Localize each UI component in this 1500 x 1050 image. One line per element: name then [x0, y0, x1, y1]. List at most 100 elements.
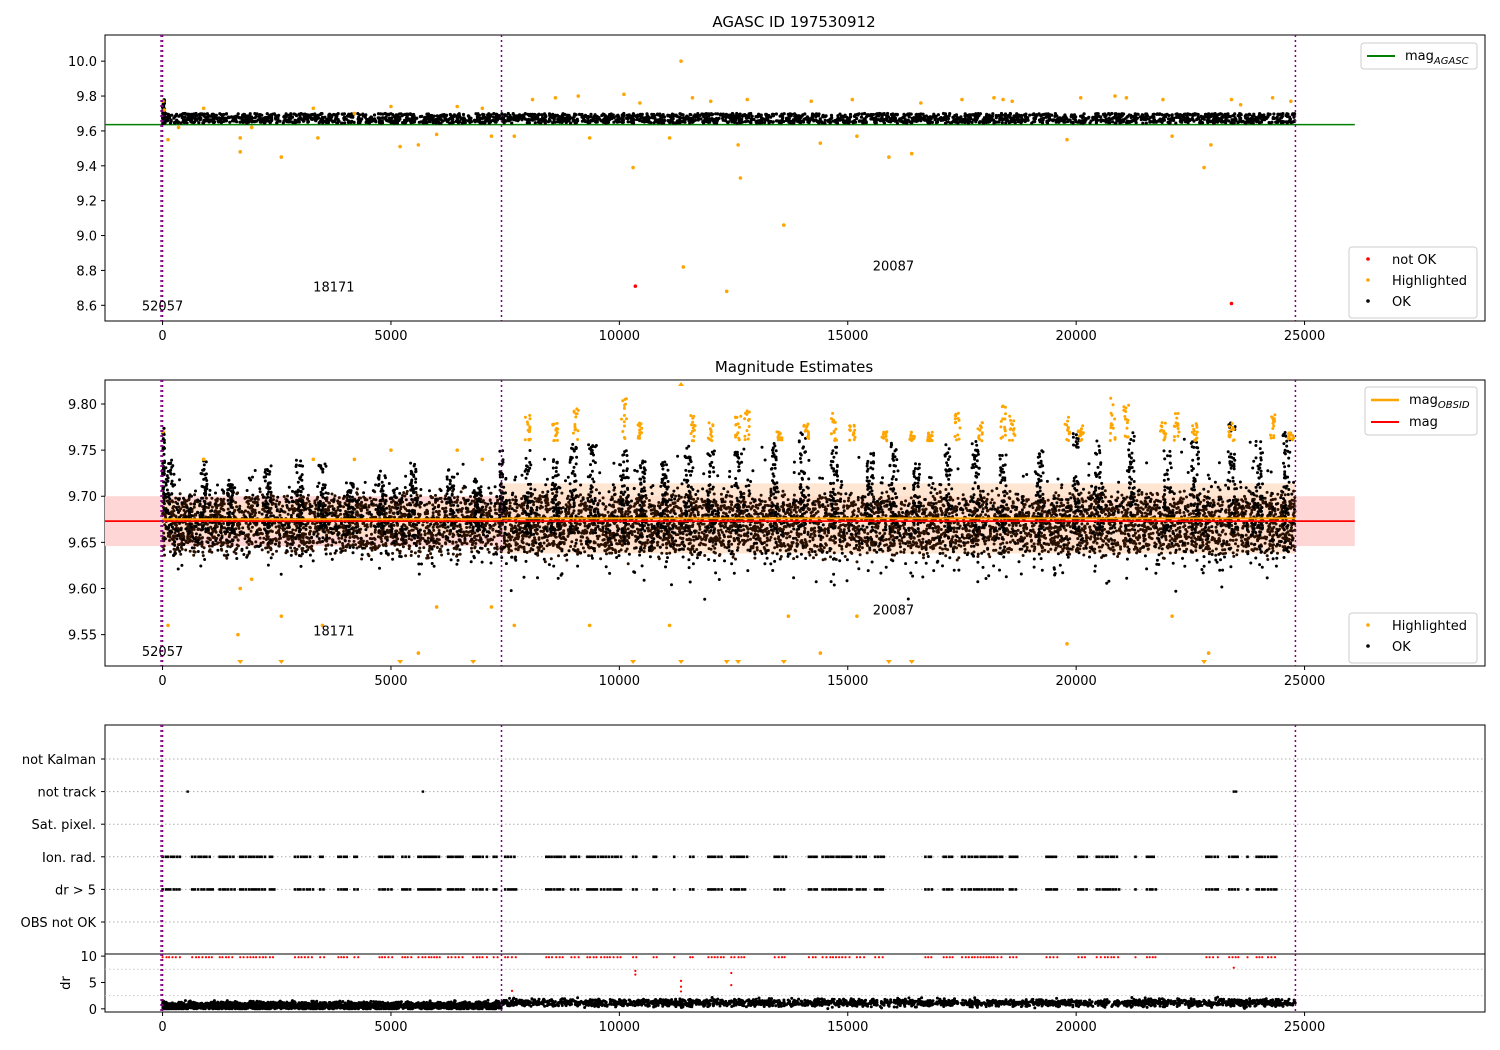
panel3-flags-plot: not Kalman not track Sat. pixel. Ion. rad. d… — [21, 724, 1486, 955]
highlighted-point — [166, 623, 170, 628]
highlighted-point — [622, 92, 626, 97]
highlighted-point — [398, 144, 402, 149]
y-tick-label: 0 — [89, 1003, 97, 1018]
x-tick-label: 25000 — [1284, 1020, 1325, 1035]
out-of-range-marker — [237, 660, 244, 664]
obsid-label: 52057 — [142, 645, 183, 660]
flag-category-label: Ion. rad. — [42, 851, 96, 866]
highlighted-point — [631, 165, 635, 170]
panel1-magnitude-plot: 8.6 8.8 9.0 9.2 9.4 9.6 9.8 10.0 0 5000 10000 15000… — [68, 34, 1486, 344]
highlighted-point — [489, 134, 494, 138]
highlighted-point — [311, 457, 316, 462]
dr-outlier-point — [679, 985, 683, 988]
highlighted-point — [279, 614, 284, 618]
out-of-range-marker — [630, 660, 637, 664]
y-tick-label: 9.6 — [76, 125, 97, 140]
y-tick-label: 9.75 — [68, 444, 97, 459]
highlighted-point — [1010, 99, 1015, 104]
dr-outlier-point — [679, 990, 683, 993]
flag-point — [421, 790, 425, 793]
y-tick-label: 9.55 — [68, 629, 97, 644]
x-tick-label: 5000 — [374, 329, 407, 344]
highlighted-point — [311, 106, 316, 111]
flag-category-label: OBS not OK — [21, 916, 97, 931]
highlighted-point — [1238, 102, 1243, 107]
highlighted-point — [389, 448, 393, 452]
y-tick-label: 9.8 — [76, 90, 97, 105]
highlighted-point — [530, 97, 535, 102]
flag-point — [1234, 790, 1238, 793]
highlighted-point — [389, 104, 393, 109]
highlighted-point — [638, 101, 642, 105]
dr-outlier-point — [634, 969, 637, 972]
out-of-range-marker — [278, 660, 285, 664]
panel2-legend-points: Highlighted OK — [1348, 612, 1478, 664]
y-tick-label: 9.4 — [76, 160, 97, 175]
highlighted-point — [855, 134, 859, 138]
highlighted-point — [1124, 95, 1129, 100]
y-tick-label: 9.80 — [68, 398, 97, 413]
dr-outlier-point — [510, 989, 514, 993]
legend-frame — [1348, 612, 1478, 664]
highlighted-point — [736, 143, 740, 147]
highlighted-point — [724, 289, 729, 294]
x-tick-label: 0 — [158, 329, 166, 344]
highlighted-point — [512, 623, 517, 628]
flag-category-label: not track — [37, 786, 96, 801]
out-of-range-marker — [908, 660, 915, 664]
y-tick-label: 9.65 — [68, 536, 97, 551]
highlighted-point — [238, 586, 243, 591]
x-tick-label: 15000 — [827, 1020, 868, 1035]
x-tick-label: 5000 — [374, 1020, 407, 1035]
y-tick-label: 10.0 — [68, 55, 97, 70]
highlighted-point — [1065, 137, 1069, 142]
dr-outlier-point — [634, 973, 637, 976]
highlighted-point — [316, 136, 320, 140]
legend-label: Highlighted — [1392, 619, 1467, 634]
highlighted-point — [708, 99, 713, 104]
highlighted-point — [236, 632, 240, 637]
highlighted-point — [1170, 134, 1174, 138]
highlighted-point — [480, 457, 485, 462]
highlighted-point — [690, 95, 695, 100]
highlighted-point — [1001, 97, 1005, 102]
x-tick-label: 25000 — [1284, 674, 1325, 689]
out-of-range-marker — [735, 660, 742, 664]
x-tick-label: 20000 — [1055, 1020, 1096, 1035]
highlighted-point — [249, 577, 254, 582]
highlighted-point — [667, 623, 672, 628]
highlighted-point — [679, 59, 683, 63]
obsid-label: 18171 — [313, 625, 354, 640]
highlighted-point — [1229, 97, 1234, 102]
y-tick-label: 8.8 — [76, 264, 97, 279]
obsid-label: 20087 — [873, 603, 914, 618]
panel4-ylabel: dr — [59, 976, 74, 990]
x-tick-label: 20000 — [1055, 329, 1096, 344]
dr-outlier-point — [1232, 966, 1235, 969]
panel1-legend-points: not OK Highlighted OK — [1348, 246, 1478, 319]
highlighted-point — [1206, 651, 1211, 655]
x-tick-label: 5000 — [374, 674, 407, 689]
highlighted-point — [238, 150, 243, 154]
panel1-legend-reference: magAGASC — [1360, 42, 1478, 70]
highlighted-point — [745, 97, 750, 102]
highlighted-point — [1161, 97, 1165, 102]
highlighted-point — [455, 448, 459, 452]
legend-marker — [1366, 257, 1370, 261]
highlighted-point — [162, 108, 167, 112]
flag-category-label: Sat. pixel. — [32, 818, 96, 833]
dr-outlier-point — [730, 971, 733, 975]
out-of-range-marker — [678, 382, 685, 386]
axes-frame — [104, 34, 1486, 322]
highlighted-point — [587, 623, 592, 628]
y-tick-label: 5 — [89, 976, 97, 991]
x-tick-label: 15000 — [827, 329, 868, 344]
highlighted-point — [320, 623, 325, 628]
panel1-title: AGASC ID 197530912 — [712, 13, 875, 31]
out-of-range-marker — [723, 660, 730, 664]
flag-point — [186, 790, 189, 793]
legend-label: OK — [1392, 295, 1411, 310]
x-tick-label: 10000 — [599, 674, 640, 689]
highlighted-point — [1209, 143, 1213, 147]
ok-points — [161, 98, 1297, 126]
